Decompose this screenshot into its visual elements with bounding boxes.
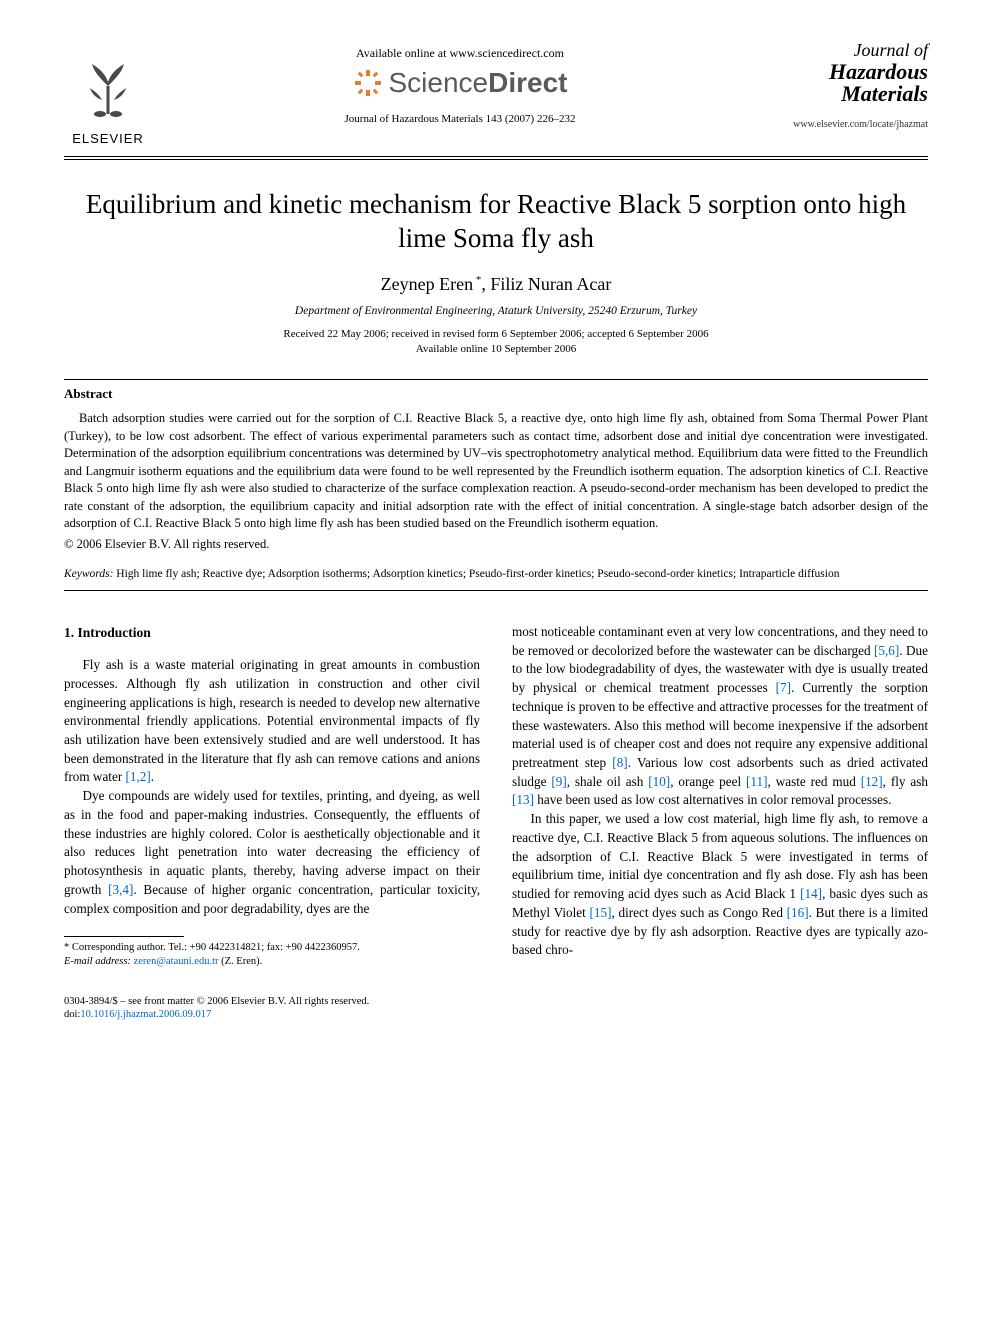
doi-label: doi: [64, 1009, 80, 1020]
abstract-heading: Abstract [64, 386, 928, 402]
sd-word-science: Science [389, 67, 489, 98]
cite-16[interactable]: [16] [787, 905, 809, 920]
corr-author-line: * Corresponding author. Tel.: +90 442231… [64, 941, 480, 955]
corresponding-star-icon: * [473, 274, 481, 286]
center-header: Available online at www.sciencedirect.co… [152, 40, 768, 125]
available-online-text: Available online at www.sciencedirect.co… [162, 46, 758, 61]
cite-12[interactable]: [12] [861, 774, 883, 789]
cite-1-2[interactable]: [1,2] [126, 769, 151, 784]
cite-15[interactable]: [15] [590, 905, 612, 920]
cite-14[interactable]: [14] [800, 886, 822, 901]
sciencedirect-wordmark: ScienceDirect [389, 67, 568, 99]
article-title: Equilibrium and kinetic mechanism for Re… [84, 188, 908, 256]
body-columns: 1. Introduction Fly ash is a waste mater… [64, 623, 928, 969]
cite-10[interactable]: [10] [648, 774, 670, 789]
bottom-matter: 0304-3894/$ – see front matter © 2006 El… [64, 995, 928, 1022]
cite-11[interactable]: [11] [746, 774, 767, 789]
sciencedirect-burst-icon [353, 68, 383, 98]
front-matter-line: 0304-3894/$ – see front matter © 2006 El… [64, 995, 928, 1009]
journal-name-line1: Journal of [768, 40, 928, 61]
header-rule [64, 156, 928, 160]
article-dates: Received 22 May 2006; received in revise… [64, 327, 928, 358]
email-tail: (Z. Eren). [219, 956, 263, 967]
p1-text-b: . [151, 769, 154, 784]
dates-line1: Received 22 May 2006; received in revise… [64, 327, 928, 342]
keywords-text: High lime fly ash; Reactive dye; Adsorpt… [116, 568, 839, 580]
journal-name-line3: Materials [768, 83, 928, 105]
intro-para-2-left: Dye compounds are widely used for textil… [64, 787, 480, 918]
p1-text-a: Fly ash is a waste material originating … [64, 657, 480, 784]
doi-line: doi:10.1016/j.jhazmat.2006.09.017 [64, 1008, 928, 1022]
dates-line2: Available online 10 September 2006 [64, 342, 928, 357]
abstract-top-rule [64, 379, 928, 380]
abstract-copyright: © 2006 Elsevier B.V. All rights reserved… [64, 537, 928, 552]
intro-para-1: Fly ash is a waste material originating … [64, 656, 480, 787]
cite-3-4[interactable]: [3,4] [108, 882, 133, 897]
email-label: E-mail address: [64, 956, 131, 967]
p2-text-g: , shale oil ash [567, 774, 648, 789]
email-link[interactable]: zeren@atauni.edu.tr [134, 956, 219, 967]
p2-text-i: , waste red mud [768, 774, 861, 789]
journal-name-line2: Hazardous [768, 61, 928, 83]
p2-text-a: Dye compounds are widely used for textil… [64, 788, 480, 897]
footnote-rule [64, 936, 184, 937]
elsevier-tree-icon [72, 52, 144, 124]
journal-reference: Journal of Hazardous Materials 143 (2007… [162, 113, 758, 125]
p2-text-k: have been used as low cost alternatives … [534, 792, 891, 807]
sciencedirect-logo: ScienceDirect [162, 67, 758, 99]
journal-url: www.elsevier.com/locate/jhazmat [768, 119, 928, 130]
keywords-block: Keywords: High lime fly ash; Reactive dy… [64, 566, 928, 582]
intro-para-2-right: most noticeable contaminant even at very… [512, 623, 928, 810]
elsevier-logo-block: ELSEVIER [64, 52, 152, 146]
author-2: Filiz Nuran Acar [490, 274, 611, 294]
p2-text-h: , orange peel [670, 774, 746, 789]
abstract-body: Batch adsorption studies were carried ou… [64, 410, 928, 533]
p3-text-c: , direct dyes such as Congo Red [611, 905, 786, 920]
p2-text-c: most noticeable contaminant even at very… [512, 624, 928, 658]
abstract-bottom-rule [64, 590, 928, 591]
right-column: most noticeable contaminant even at very… [512, 623, 928, 969]
doi-link[interactable]: 10.1016/j.jhazmat.2006.09.017 [80, 1009, 211, 1020]
corresponding-footnote: * Corresponding author. Tel.: +90 442231… [64, 941, 480, 968]
affiliation: Department of Environmental Engineering,… [64, 305, 928, 317]
intro-para-3: In this paper, we used a low cost materi… [512, 810, 928, 960]
authors-line: Zeynep Eren *, Filiz Nuran Acar [64, 274, 928, 295]
p2-text-j: , fly ash [883, 774, 928, 789]
sd-word-direct: Direct [488, 67, 567, 98]
section-1-heading: 1. Introduction [64, 623, 480, 642]
journal-title-box: Journal of Hazardous Materials www.elsev… [768, 40, 928, 130]
cite-8[interactable]: [8] [612, 755, 627, 770]
elsevier-label: ELSEVIER [64, 131, 152, 146]
cite-9[interactable]: [9] [551, 774, 566, 789]
author-1: Zeynep Eren [381, 274, 473, 294]
cite-5-6[interactable]: [5,6] [874, 643, 899, 658]
page-header: ELSEVIER Available online at www.science… [64, 40, 928, 146]
keywords-label: Keywords: [64, 568, 113, 580]
cite-7[interactable]: [7] [776, 680, 791, 695]
left-column: 1. Introduction Fly ash is a waste mater… [64, 623, 480, 969]
cite-13[interactable]: [13] [512, 792, 534, 807]
corr-email-line: E-mail address: zeren@atauni.edu.tr (Z. … [64, 955, 480, 969]
